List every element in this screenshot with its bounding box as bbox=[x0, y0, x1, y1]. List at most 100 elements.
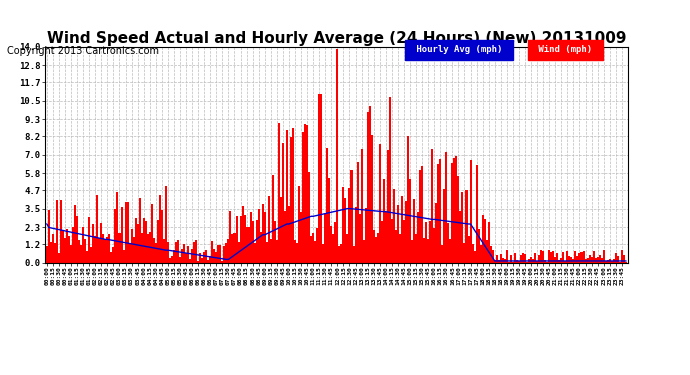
Bar bbox=[98, 238, 100, 262]
Bar bbox=[248, 227, 250, 262]
Bar bbox=[613, 259, 615, 262]
Bar bbox=[167, 242, 169, 262]
Bar bbox=[97, 195, 98, 262]
Bar bbox=[617, 256, 619, 262]
Bar bbox=[219, 245, 221, 262]
Bar bbox=[363, 240, 364, 262]
Bar bbox=[569, 256, 571, 262]
Bar bbox=[259, 231, 262, 262]
Bar bbox=[413, 199, 415, 262]
Bar bbox=[536, 261, 538, 262]
Bar bbox=[296, 243, 298, 262]
Bar bbox=[237, 242, 239, 262]
Bar bbox=[290, 136, 292, 262]
Bar bbox=[117, 192, 119, 262]
Bar bbox=[480, 245, 482, 262]
Bar bbox=[257, 210, 259, 262]
Bar bbox=[554, 257, 556, 262]
Bar bbox=[534, 252, 536, 262]
Bar bbox=[419, 170, 421, 262]
Bar bbox=[482, 215, 484, 262]
Bar bbox=[152, 238, 155, 262]
Bar bbox=[391, 219, 393, 262]
Bar bbox=[76, 216, 78, 262]
Bar bbox=[268, 196, 270, 262]
Bar bbox=[292, 128, 294, 262]
Bar bbox=[364, 208, 366, 262]
Bar bbox=[262, 204, 264, 262]
Bar bbox=[601, 258, 602, 262]
Bar bbox=[100, 223, 102, 262]
Bar bbox=[119, 232, 121, 262]
Bar bbox=[270, 239, 272, 262]
Bar bbox=[252, 221, 254, 262]
Bar bbox=[143, 218, 145, 262]
Bar bbox=[423, 238, 425, 262]
Bar bbox=[544, 260, 546, 262]
Bar bbox=[82, 227, 84, 262]
Bar bbox=[427, 239, 429, 262]
Bar bbox=[371, 135, 373, 262]
Bar bbox=[584, 259, 586, 262]
Bar bbox=[409, 179, 411, 262]
Bar bbox=[562, 252, 564, 262]
Bar bbox=[246, 227, 248, 262]
Bar bbox=[230, 211, 231, 262]
Bar bbox=[576, 256, 578, 262]
Bar bbox=[48, 210, 50, 262]
Bar bbox=[433, 228, 435, 262]
Bar bbox=[377, 233, 379, 262]
Bar bbox=[447, 224, 449, 262]
Bar bbox=[602, 250, 604, 262]
Bar bbox=[104, 239, 106, 262]
Bar bbox=[302, 132, 304, 262]
Bar bbox=[157, 220, 159, 262]
Text: Hourly Avg (mph): Hourly Avg (mph) bbox=[411, 45, 507, 54]
Bar bbox=[387, 150, 389, 262]
Bar bbox=[310, 236, 312, 262]
Bar bbox=[124, 202, 126, 262]
Bar bbox=[383, 179, 385, 262]
Bar bbox=[471, 244, 473, 262]
Bar bbox=[193, 243, 195, 262]
Bar bbox=[231, 234, 233, 262]
Bar bbox=[340, 244, 342, 262]
Bar bbox=[488, 222, 490, 262]
Bar bbox=[286, 130, 288, 262]
Bar bbox=[558, 260, 560, 262]
Bar bbox=[355, 207, 357, 262]
Bar bbox=[353, 246, 355, 262]
Bar bbox=[457, 176, 460, 262]
Bar bbox=[272, 175, 274, 262]
Bar bbox=[233, 233, 235, 262]
Bar bbox=[132, 237, 135, 262]
Bar bbox=[177, 240, 179, 262]
Bar bbox=[207, 260, 209, 262]
Bar bbox=[611, 261, 613, 262]
Bar bbox=[115, 209, 117, 262]
Bar bbox=[50, 242, 52, 262]
Bar bbox=[62, 230, 64, 262]
Bar bbox=[241, 206, 244, 262]
Bar bbox=[462, 192, 464, 262]
Bar bbox=[137, 224, 139, 262]
Bar bbox=[68, 236, 70, 262]
Bar bbox=[571, 257, 573, 262]
Bar bbox=[595, 258, 597, 262]
Bar bbox=[451, 163, 453, 262]
Bar bbox=[335, 222, 337, 262]
Bar bbox=[564, 261, 566, 262]
Bar bbox=[102, 234, 104, 262]
Bar bbox=[560, 258, 562, 262]
Bar bbox=[348, 188, 351, 262]
Bar bbox=[407, 136, 409, 262]
Bar bbox=[171, 256, 173, 262]
Bar bbox=[510, 255, 512, 262]
Bar bbox=[366, 112, 368, 262]
Bar bbox=[580, 252, 582, 262]
Bar bbox=[128, 243, 130, 262]
Bar bbox=[149, 232, 151, 262]
Bar bbox=[623, 255, 625, 262]
Bar bbox=[324, 214, 326, 262]
Bar bbox=[582, 251, 584, 262]
